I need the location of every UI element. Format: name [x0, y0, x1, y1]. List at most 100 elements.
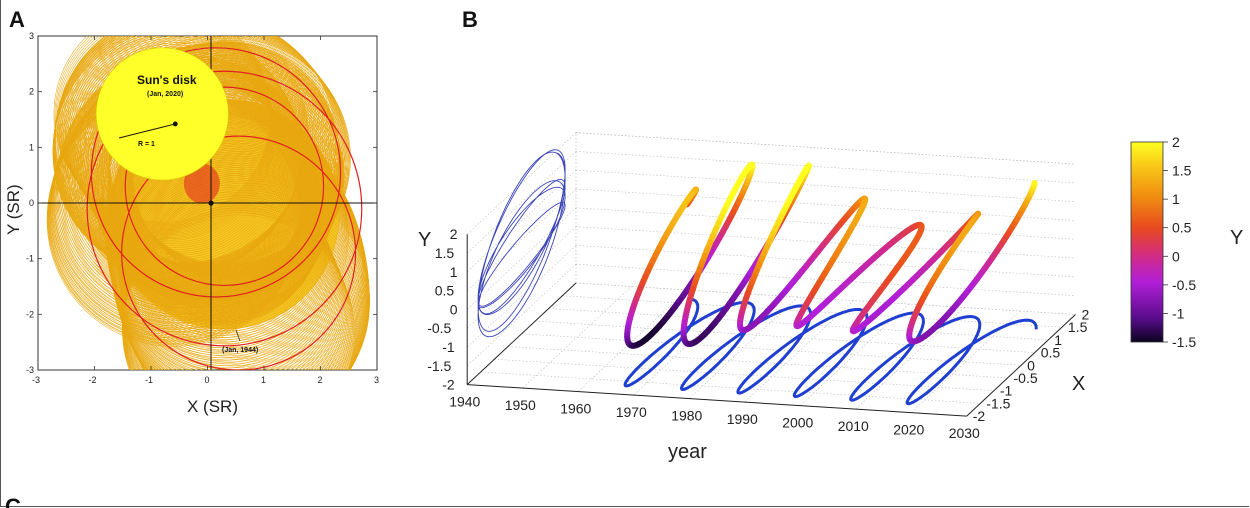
start-pointer	[235, 329, 241, 342]
helix-curve	[624, 161, 1038, 349]
y-tick-label: 3	[29, 31, 34, 41]
back-wall-grid-line	[575, 245, 1076, 278]
orbit-circle	[61, 36, 273, 233]
floor-grid-line	[494, 358, 994, 391]
orbit-circle	[63, 36, 274, 235]
x-tick-label-3d: 0.5	[1041, 345, 1061, 361]
side-projection	[477, 149, 566, 338]
radius-label: R = 1	[138, 141, 155, 148]
floor-grid-line	[522, 286, 632, 389]
floor-grid-line	[548, 308, 1049, 341]
orbit-circle	[72, 42, 280, 250]
y-axis-title: Y (SR)	[4, 184, 23, 235]
orbit-circle	[73, 44, 281, 252]
left-wall-grid-line	[466, 207, 577, 310]
colorbar	[1130, 141, 1164, 343]
y-tick-label: -3	[26, 365, 34, 375]
left-wall-grid-line	[466, 226, 577, 329]
orbit-circle	[62, 36, 274, 234]
x-tick-label-3d: -0.5	[1014, 370, 1038, 386]
colorbar-tick-label: 1.5	[1172, 163, 1192, 179]
x-tick-label: -2	[89, 375, 97, 385]
y-tick-label-3d: 2	[450, 226, 458, 242]
x-axis-title-3d: X	[1072, 373, 1085, 395]
sun-disk	[95, 47, 229, 181]
panel-label-c: C	[5, 494, 21, 508]
year-tick-label: 2020	[893, 422, 924, 438]
orbit-circle	[65, 36, 275, 240]
year-tick-label: 1970	[616, 404, 647, 420]
orbit-circle	[64, 36, 275, 238]
x-tick-label-3d: -1	[1000, 383, 1013, 399]
y-tick-label-3d: 0.5	[435, 283, 455, 299]
x-tick-label: 3	[374, 375, 379, 385]
y-tick-label-3d: 1.5	[435, 245, 455, 261]
sun-date-label: (Jan, 2020)	[147, 91, 183, 98]
year-axis-title: year	[668, 441, 707, 463]
back-wall-grid-line	[575, 282, 1076, 315]
colorbar-tick-label: 2	[1172, 134, 1180, 150]
floor-grid-line	[480, 371, 981, 404]
orbit-circle	[98, 36, 345, 275]
orbit-envelope	[86, 70, 363, 347]
year-tick-label: 2030	[949, 425, 980, 441]
left-wall-grid-line	[466, 132, 577, 235]
colorbar-title: Y	[1230, 227, 1243, 249]
x-tick-label: 0	[205, 375, 210, 385]
year-tick-label: 1990	[727, 411, 758, 427]
colorbar-tick-label: -1	[1172, 305, 1185, 321]
year-tick-label: 1950	[505, 397, 536, 413]
x-tick-label: 2	[318, 375, 323, 385]
orbit-circle	[71, 40, 279, 248]
orbit-circle	[74, 46, 282, 254]
colorbar-tick-label: -1.5	[1172, 334, 1196, 350]
x-tick-label-3d: 0	[1027, 357, 1035, 373]
left-wall-grid-line	[466, 151, 577, 254]
panel-a-ticks: -3 -2 -1 0 1 2 3 -3 -2 -1 0 1 2 3	[26, 31, 379, 385]
sun-radius-line	[118, 123, 176, 139]
year-tick-label: 2000	[782, 415, 813, 431]
orbit-circle	[68, 36, 277, 245]
y-tick-label: 2	[29, 87, 34, 97]
y-tick-label: -2	[26, 309, 34, 319]
axis-edge	[467, 384, 967, 417]
floor-grid-line	[688, 296, 799, 399]
left-wall-grid-line	[466, 188, 577, 291]
back-wall-grid-line	[575, 132, 1076, 165]
x-tick-label: -3	[32, 375, 40, 385]
orbit-envelope	[90, 47, 342, 298]
back-wall-grid-line	[575, 207, 1076, 240]
orbit-envelope	[124, 86, 325, 287]
back-wall-grid-line	[575, 151, 1076, 184]
year-tick-label: 2010	[838, 418, 869, 434]
orbit-circle	[94, 36, 343, 273]
x-tick-label: -1	[145, 375, 153, 385]
x-tick-label-3d: 2	[1082, 307, 1090, 323]
floor-grid-line	[521, 333, 1022, 366]
axis-edge	[466, 282, 577, 385]
floor-grid-line	[744, 300, 854, 403]
axis-edge-back	[575, 132, 1076, 165]
orbit-circle	[64, 36, 274, 237]
sun-center-dot	[172, 121, 178, 127]
y-tick-label: -1	[26, 254, 34, 264]
y-axis-title-3d: Y	[418, 229, 431, 251]
year-tick-label: 1940	[449, 394, 480, 410]
year-tick-label: 1960	[560, 401, 591, 417]
x-tick-label-3d: -2	[973, 408, 986, 424]
y-tick-label: 0	[29, 198, 34, 208]
y-tick-label: 1	[29, 142, 34, 152]
left-wall-grid-line	[466, 245, 577, 348]
orbit-circle	[66, 36, 275, 241]
y-tick-label-3d: -2	[442, 377, 455, 393]
y-tick-label-3d: 0	[450, 301, 458, 317]
orbit-circle	[75, 48, 283, 256]
year-tick-label: 1980	[671, 408, 702, 424]
orbit-circle	[65, 36, 319, 266]
3d-axes-frame	[466, 132, 1076, 417]
left-wall-grid-line	[466, 263, 577, 367]
